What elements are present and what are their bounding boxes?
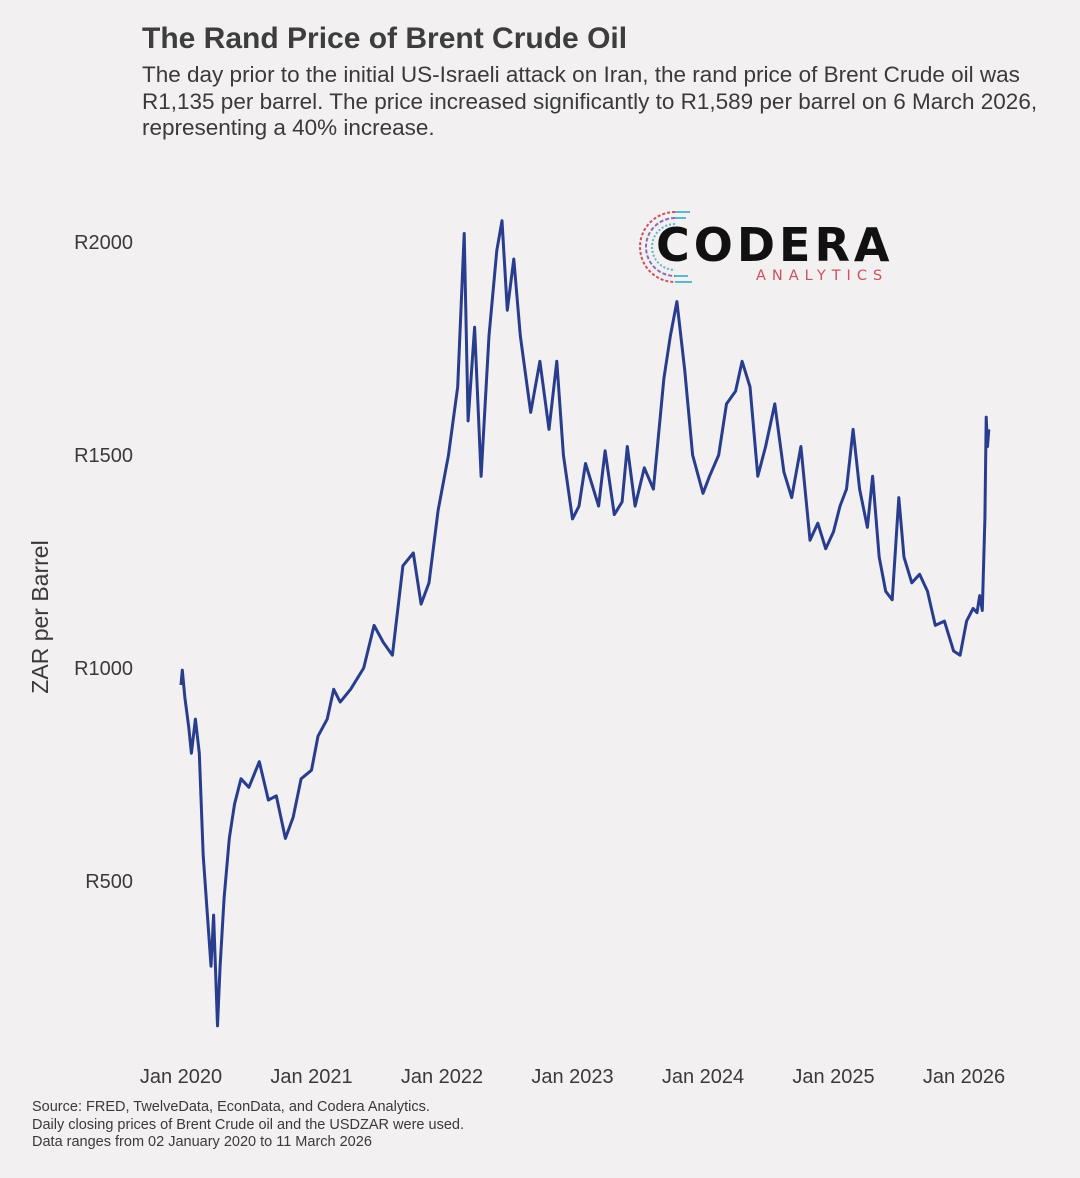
line-chart: R500R1000R1500R2000 Jan 2020 Jan 2021 Jan … [0, 0, 1080, 1178]
x-axis-ticks: Jan 2020 Jan 2021 Jan 2022 Jan 2023 Jan 2024… [140, 1066, 1005, 1088]
source-line: Source: FRED, TwelveData, EconData, and … [32, 1099, 464, 1117]
x-tick-label: Jan 2021 [270, 1066, 352, 1088]
x-tick-label: Jan 2023 [531, 1066, 613, 1088]
codera-logo-sub: ANALYTICS [756, 268, 888, 284]
x-tick-label: Jan 2024 [662, 1066, 744, 1088]
source-line: Daily closing prices of Brent Crude oil … [32, 1117, 464, 1135]
x-tick-label: Jan 2025 [792, 1066, 874, 1088]
x-tick-label: Jan 2026 [923, 1066, 1005, 1088]
codera-logo-word: CODERA [656, 218, 894, 272]
y-axis-label: ZAR per Barrel [27, 540, 53, 693]
x-tick-label: Jan 2020 [140, 1066, 222, 1088]
source-note: Source: FRED, TwelveData, EconData, and … [32, 1099, 464, 1152]
y-axis-ticks: R500 R1000 R1500 R2000 [74, 232, 133, 893]
y-tick-label: R2000 [74, 232, 133, 254]
series-line-brent-zar [181, 221, 989, 1026]
y-tick-label: R500 [85, 871, 133, 893]
y-tick-label: R1500 [74, 445, 133, 467]
x-tick-label: Jan 2022 [401, 1066, 483, 1088]
codera-logo: CODERA ANALYTICS [630, 200, 905, 295]
source-line: Data ranges from 02 January 2020 to 11 M… [32, 1134, 464, 1152]
y-tick-label: R1000 [74, 658, 133, 680]
series-group [181, 221, 989, 1026]
